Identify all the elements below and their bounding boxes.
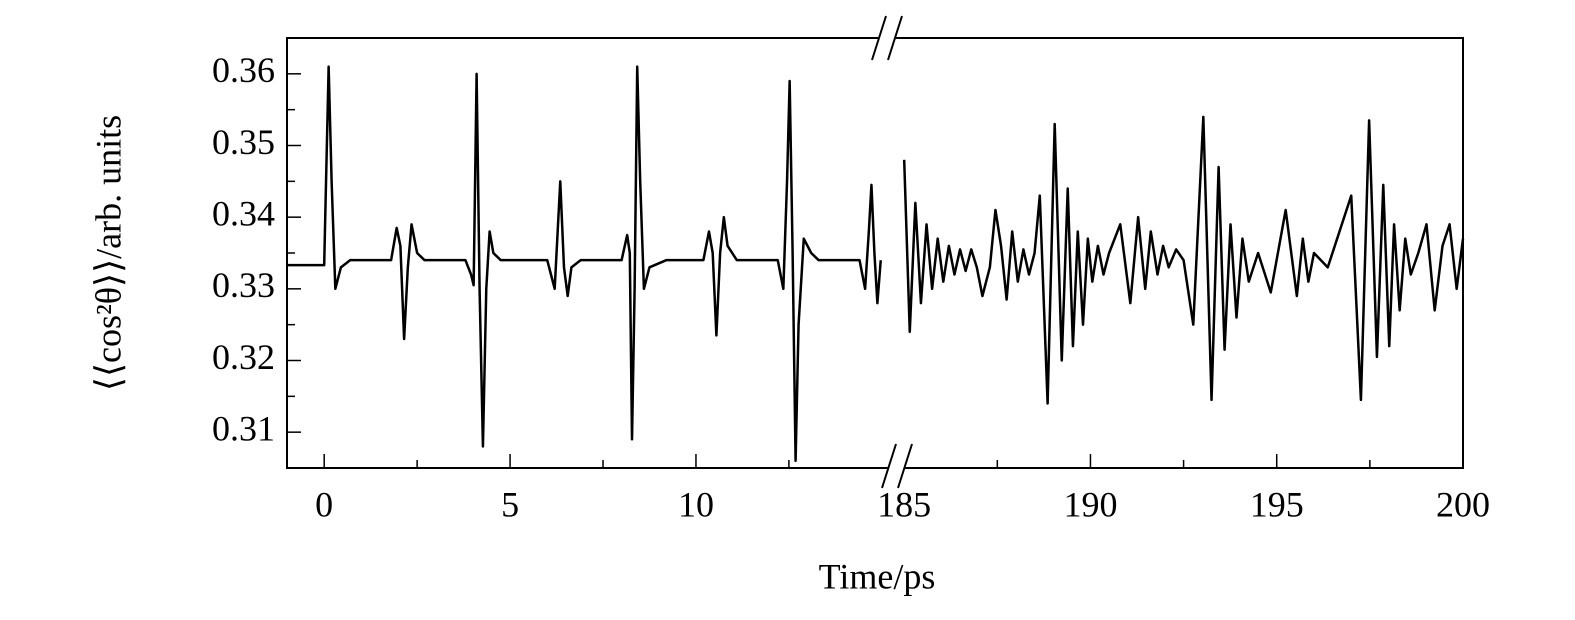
y-tick-label: 0.36 bbox=[212, 50, 275, 90]
data-line bbox=[287, 65, 882, 463]
x-tick-label: 200 bbox=[1436, 484, 1490, 524]
x-tick-label: 0 bbox=[315, 484, 333, 524]
marks: 0.31 0.32 0.33 0.34 0.35 0.36 0 5 10 185 190 195 200 bbox=[212, 50, 1490, 524]
axis-break-top bbox=[871, 15, 903, 61]
y-tick-label: 0.34 bbox=[212, 193, 275, 233]
y-tick-label: 0.32 bbox=[212, 337, 275, 377]
x-tick-label: 185 bbox=[877, 484, 931, 524]
y-axis-label: ⟨⟨cos²θ⟩⟩/arb. units bbox=[88, 115, 128, 391]
y-tick-label: 0.33 bbox=[212, 265, 275, 305]
x-axis-label: Time/ps bbox=[819, 556, 936, 596]
y-tick-label: 0.31 bbox=[212, 408, 275, 448]
data-line bbox=[902, 115, 1465, 405]
x-tick-label: 10 bbox=[678, 484, 714, 524]
axis-break-bottom bbox=[881, 443, 913, 489]
y-tick-label: 0.35 bbox=[212, 122, 275, 162]
x-tick-label: 5 bbox=[501, 484, 519, 524]
x-tick-label: 190 bbox=[1063, 484, 1117, 524]
x-tick-label: 195 bbox=[1250, 484, 1304, 524]
